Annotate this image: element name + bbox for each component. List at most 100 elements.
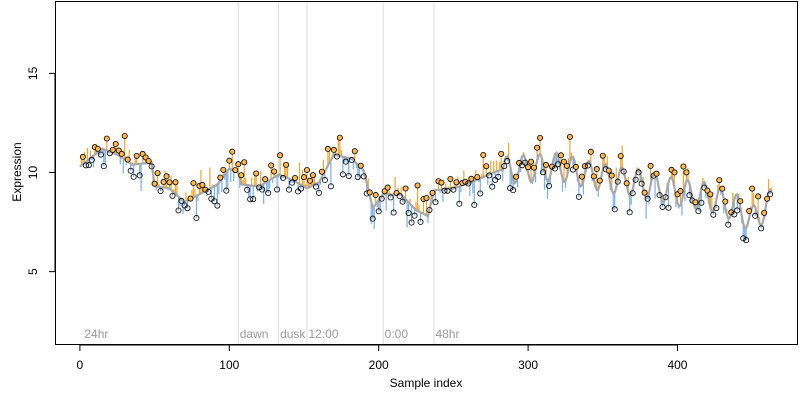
data-point-168 (327, 183, 334, 190)
data-point-264 (471, 201, 478, 208)
data-point-142 (289, 179, 296, 186)
data-point-456 (758, 225, 765, 232)
data-point-238 (432, 199, 439, 206)
data-point-98 (223, 187, 230, 194)
data-point-118 (253, 170, 260, 177)
data-point-40 (136, 172, 143, 179)
data-point-84 (202, 186, 209, 193)
data-point-8 (88, 156, 95, 163)
data-point-416 (698, 199, 705, 206)
data-point-368 (626, 209, 633, 216)
data-point-272 (483, 163, 490, 170)
data-point-426 (713, 205, 720, 212)
data-point-354 (605, 167, 612, 174)
data-point-314 (546, 182, 553, 189)
data-point-166 (324, 145, 331, 152)
data-point-434 (725, 221, 732, 228)
data-point-376 (638, 180, 645, 187)
data-point-218 (402, 185, 409, 192)
data-point-104 (232, 167, 239, 174)
y-tick-label-0: 5 (26, 268, 40, 275)
data-point-446 (743, 237, 750, 244)
data-point-76 (190, 180, 197, 187)
data-point-366 (623, 180, 630, 187)
data-point-406 (683, 169, 690, 176)
data-point-258 (462, 178, 469, 185)
data-point-316 (548, 163, 555, 170)
data-point-136 (280, 174, 287, 181)
data-point-244 (441, 187, 448, 194)
data-point-180 (345, 173, 352, 180)
data-point-124 (262, 176, 269, 183)
data-point-288 (507, 185, 514, 192)
data-point-326 (563, 162, 570, 169)
data-point-58 (163, 173, 170, 180)
data-point-234 (426, 206, 433, 213)
data-point-198 (372, 192, 379, 199)
data-point-108 (238, 172, 245, 179)
data-point-220 (405, 209, 412, 216)
data-point-214 (396, 193, 403, 200)
data-point-342 (587, 148, 594, 155)
data-point-358 (611, 206, 618, 213)
data-point-310 (540, 169, 547, 176)
data-point-194 (366, 189, 373, 196)
data-point-318 (551, 165, 558, 172)
data-point-48 (148, 163, 155, 170)
x-tick-label-3: 300 (518, 358, 538, 372)
data-point-462 (767, 191, 774, 198)
data-point-2 (79, 153, 86, 160)
data-point-428 (716, 177, 723, 184)
data-point-64 (172, 179, 179, 186)
data-point-202 (378, 195, 385, 202)
data-point-306 (534, 144, 541, 151)
data-point-424 (710, 211, 717, 218)
x-tick-label-1: 100 (219, 358, 239, 372)
data-point-34 (127, 167, 134, 174)
data-point-102 (229, 148, 236, 155)
data-point-6 (85, 162, 92, 169)
data-point-378 (641, 189, 648, 196)
data-point-182 (348, 156, 355, 163)
data-point-382 (647, 162, 654, 169)
data-point-56 (160, 178, 167, 185)
phase-labels: 24hr dawn dusk 12:00 0:00 48hr (84, 327, 459, 341)
data-point-188 (357, 162, 364, 169)
data-point-154 (306, 177, 313, 184)
data-point-226 (414, 182, 421, 189)
data-point-94 (217, 174, 224, 181)
data-point-170 (330, 146, 337, 153)
data-point-126 (265, 190, 272, 197)
data-point-452 (752, 212, 759, 219)
data-point-436 (728, 209, 735, 216)
data-point-390 (659, 203, 666, 210)
data-point-176 (339, 171, 346, 178)
data-point-420 (704, 187, 711, 194)
data-point-66 (175, 207, 182, 214)
data-point-74 (187, 195, 194, 202)
data-point-110 (241, 159, 248, 166)
y-axis-label: Expression (10, 142, 24, 201)
data-point-458 (761, 209, 768, 216)
data-point-222 (408, 219, 415, 226)
data-point-412 (692, 199, 699, 206)
data-point-374 (635, 169, 642, 176)
data-point-114 (247, 196, 254, 203)
phase-label-0: 24hr (84, 327, 108, 341)
data-point-130 (271, 168, 278, 175)
y-tick-label-2: 15 (26, 66, 40, 80)
data-point-216 (399, 198, 406, 205)
data-point-150 (300, 174, 307, 181)
data-point-158 (312, 183, 319, 190)
phase-label-5: 48hr (435, 327, 459, 341)
data-point-96 (220, 166, 227, 173)
data-point-160 (315, 189, 322, 196)
data-point-372 (632, 176, 639, 183)
data-point-212 (393, 189, 400, 196)
data-point-348 (596, 177, 603, 184)
y-tick-label-1: 10 (26, 166, 40, 180)
data-point-236 (429, 189, 436, 196)
data-point-340 (584, 162, 591, 169)
data-point-450 (749, 185, 756, 192)
